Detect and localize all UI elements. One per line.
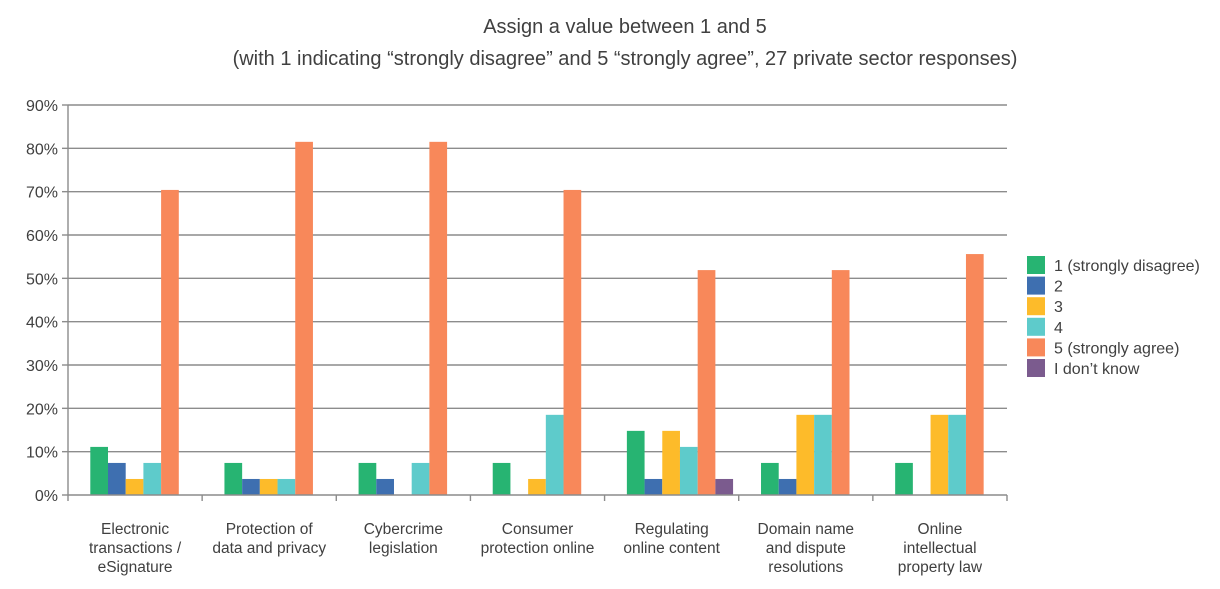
bar-3-6 [796,414,815,495]
legend-swatch [1027,256,1045,274]
y-tick-label: 20% [26,401,58,418]
y-tick-label: 60% [26,228,58,245]
bar-4-2 [277,478,296,495]
bar-5-2 [295,141,313,496]
bar-3-7 [930,414,949,495]
bar-3-1 [125,478,144,495]
bar-4-4 [545,414,564,495]
bar-1-4 [492,462,511,495]
bar-4-6 [814,414,832,495]
x-category-label-line: data and privacy [212,540,326,557]
x-category-label-line: online content [623,540,720,557]
bar-2-3 [376,478,394,495]
x-category-label-line: Online [918,521,963,538]
x-category-label-line: and dispute [766,540,846,557]
y-tick-label: 70% [26,185,58,202]
bar-1-1 [90,446,108,495]
y-tick-label: 0% [35,488,58,505]
x-category-label-line: transactions / [89,540,182,557]
y-tick-label: 10% [26,445,58,462]
legend-label: 5 (strongly agree) [1054,340,1179,357]
y-tick-label: 80% [26,141,58,158]
bar-4-7 [948,414,966,495]
x-category-label-line: Consumer [502,521,574,538]
bar-3-4 [528,478,546,495]
legend-label: 3 [1054,299,1063,316]
bar-5-7 [965,254,984,495]
x-category-label: Electronic transactions / eSignature [89,521,182,576]
bar-3-5 [662,430,680,495]
bar-1-5 [626,430,645,495]
bar-2-2 [242,478,260,495]
x-category-label-line: resolutions [768,559,843,576]
bar-5-4 [563,189,582,495]
x-category-label-line: Electronic [101,521,169,538]
x-axis-category-labels: Electronic transactions / eSignature Protec… [89,521,983,576]
bar-6-5 [715,478,734,495]
legend-swatch [1027,359,1045,377]
x-category-label: Cybercrime legislation [364,521,443,557]
x-category-label-line: Domain name [758,521,855,538]
x-category-label-line: Cybercrime [364,521,443,538]
legend-label: 2 [1054,279,1063,296]
legend-swatch [1027,317,1045,336]
bar-5-5 [697,270,716,495]
x-category-label: Regulating online content [623,521,720,557]
chart-title: Assign a value between 1 and 5 [483,16,767,38]
y-tick-label: 30% [26,358,58,375]
bar-5-6 [831,270,850,495]
legend-swatch [1027,276,1045,295]
x-category-label-line: Protection of [226,521,314,538]
y-tick-label: 50% [26,271,58,288]
legend-label: 4 [1054,320,1063,337]
legend-swatch [1027,338,1045,357]
gridlines [68,104,1007,453]
x-category-label-line: Regulating [635,521,709,538]
bar-2-1 [108,462,126,495]
bar-5-1 [161,189,179,495]
bar-1-6 [761,462,779,495]
x-category-label: Consumer protection online [481,521,595,557]
y-axis-ticks: 0% 10% 20% 30% 40% 50% 60% 70% 80% 90% [26,98,68,505]
x-category-label-line: eSignature [98,559,173,576]
x-category-label-line: legislation [369,540,438,557]
legend: 1 (strongly disagree) 2 3 4 5 (strongly agre… [1027,256,1200,378]
bar-2-6 [778,478,797,495]
legend-swatch [1027,297,1045,316]
legend-label: I don’t know [1054,361,1140,378]
legend-label: 1 (strongly disagree) [1054,258,1200,275]
x-category-label-line: protection online [481,540,595,557]
x-category-label-line: intellectual [903,540,976,557]
bar-2-5 [644,478,663,495]
bar-4-5 [679,446,698,495]
x-category-label: Protection of data and privacy [212,521,326,557]
bar-4-3 [411,462,430,495]
x-category-label: Online intellectual property law [898,521,983,576]
bar-1-7 [895,462,913,495]
y-tick-label: 40% [26,315,58,332]
chart-subtitle: (with 1 indicating “strongly disagree” a… [233,48,1018,70]
bars [90,141,984,496]
bar-1-3 [358,462,377,495]
bar-3-2 [259,478,278,495]
bar-5-3 [429,141,448,496]
x-category-label-line: property law [898,559,983,576]
bar-4-1 [143,462,162,495]
y-tick-label: 90% [26,98,58,115]
x-category-label: Domain name and dispute resolutions [758,521,855,576]
x-axis [67,105,1008,501]
bar-1-2 [224,462,243,495]
